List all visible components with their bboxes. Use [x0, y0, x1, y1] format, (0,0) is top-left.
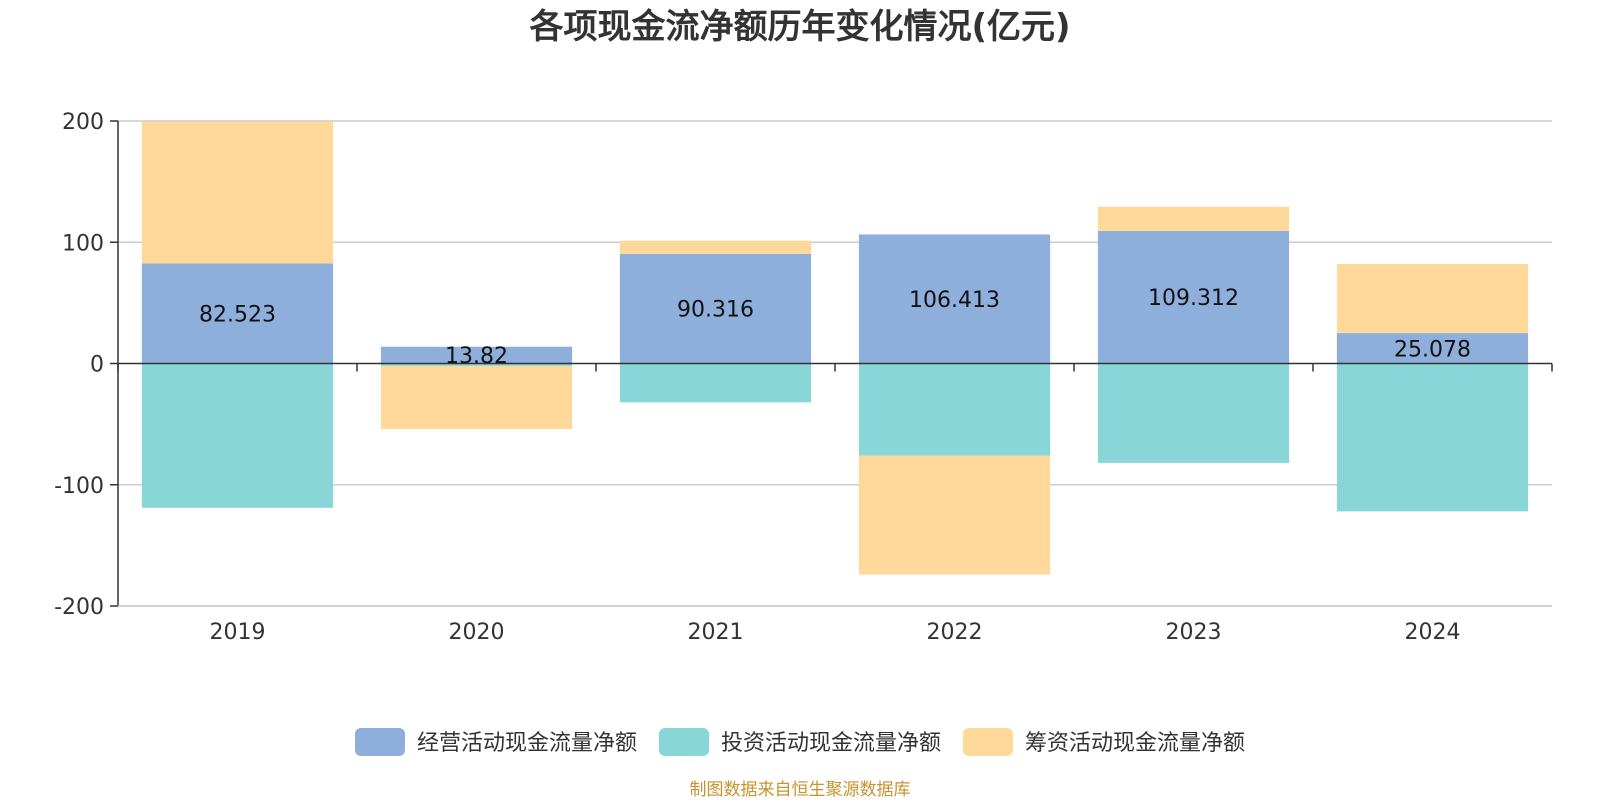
- x-tick-label: 2022: [927, 620, 983, 645]
- y-tick-label: 200: [62, 110, 104, 135]
- chart-title: 各项现金流净额历年变化情况(亿元): [529, 7, 1070, 47]
- x-tick-label: 2023: [1166, 620, 1222, 645]
- bar-series-1-2021: [619, 363, 812, 403]
- x-tick-label: 2021: [688, 620, 744, 645]
- source-note: 制图数据来自恒生聚源数据库: [690, 780, 911, 800]
- bar-series-0-2023: [1097, 230, 1290, 364]
- bar-series-0-2021: [619, 253, 812, 364]
- bar-series-1-2019: [141, 363, 334, 508]
- y-tick-label: -200: [54, 595, 104, 620]
- bar-series-0-2019: [141, 263, 334, 364]
- bar-series-2-2021: [619, 240, 812, 254]
- data-label-2020: 13.82: [445, 344, 508, 369]
- data-labels: 82.523 13.82 90.316 106.413 109.312 25.078: [199, 286, 1471, 369]
- axes: 200 100 0 -100 -200 2019 2020 2021 2022 2023 2024: [54, 110, 1553, 645]
- bar-series-2-2023: [1097, 206, 1290, 231]
- legend-swatch-0: [355, 728, 405, 756]
- bar-series-1-2023: [1097, 363, 1290, 463]
- bar-series-0-2022: [858, 234, 1051, 364]
- bar-series-2-2019: [141, 121, 334, 264]
- legend-label-0: 经营活动现金流量净额: [417, 731, 637, 756]
- bar-series-2-2024: [1336, 263, 1529, 334]
- bar-series-1-2020: [380, 363, 573, 366]
- bar-series-0-2020: [380, 346, 573, 364]
- legend-swatch-2: [963, 728, 1013, 756]
- legend-label-2: 筹资活动现金流量净额: [1025, 731, 1245, 756]
- y-tick-label: 0: [90, 353, 104, 378]
- data-label-2019: 82.523: [199, 302, 276, 327]
- bar-series-1-2024: [1336, 363, 1529, 512]
- x-tick-label: 2020: [449, 620, 505, 645]
- legend: 经营活动现金流量净额 投资活动现金流量净额 筹资活动现金流量净额: [355, 728, 1245, 756]
- bar-series-2-2020: [380, 365, 573, 429]
- bar-series-0-2024: [1336, 333, 1529, 364]
- bars: [141, 121, 1529, 575]
- data-label-2023: 109.312: [1148, 286, 1239, 311]
- x-tick-label: 2024: [1405, 620, 1461, 645]
- data-label-2022: 106.413: [909, 288, 1000, 313]
- y-tick-label: -100: [54, 474, 104, 499]
- legend-label-1: 投资活动现金流量净额: [721, 731, 941, 756]
- bar-series-1-2022: [858, 363, 1051, 456]
- y-tick-label: 100: [62, 231, 104, 256]
- x-tick-label: 2019: [210, 620, 266, 645]
- data-label-2024: 25.078: [1394, 337, 1471, 362]
- bar-series-2-2022: [858, 455, 1051, 575]
- legend-swatch-1: [659, 728, 709, 756]
- data-label-2021: 90.316: [677, 298, 754, 323]
